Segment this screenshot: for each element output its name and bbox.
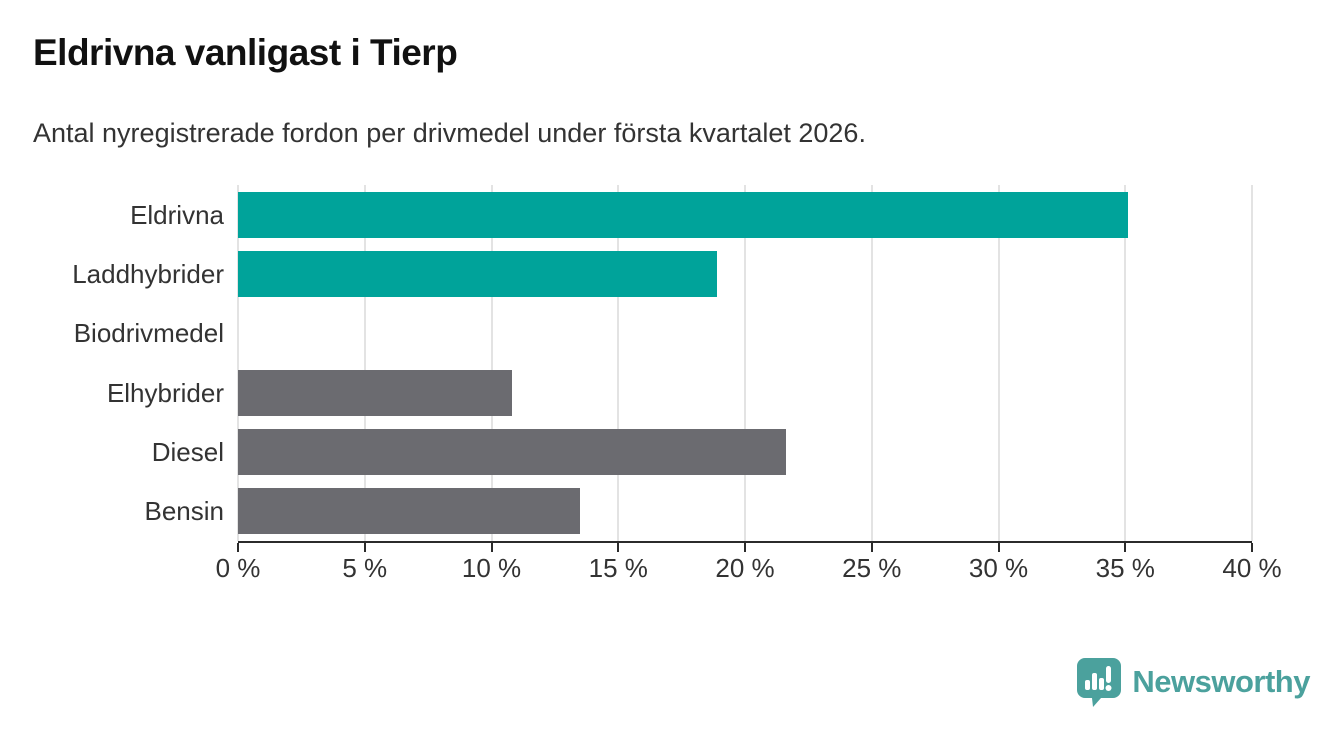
axis-tick [997,543,1000,552]
axis-tick-label: 25 % [842,553,902,583]
newsworthy-wordmark: Newsworthy [1132,664,1310,699]
gridline [617,185,620,541]
chart-title: Eldrivna vanligast i Tierp [33,32,458,73]
axis-tick-label: 30 % [968,553,1029,583]
bar [238,251,718,297]
category-label: Laddhybrider [72,259,224,289]
axis-tick-label: 20 % [715,553,775,583]
axis-tick-label: 40 % [1222,553,1282,583]
gridline [363,185,366,541]
axis-tick-label: 15 % [588,553,648,583]
gridline [1124,185,1127,541]
axis-tick [744,543,746,552]
axis-tick [870,543,873,552]
axis-tick-label: 5 % [342,553,388,583]
axis-tick-label: 10 % [461,553,522,583]
axis-tick-label: 35 % [1095,553,1155,583]
bar [238,429,786,475]
gridline [870,185,873,541]
category-label: Elhybrider [106,377,224,408]
bar-chart: Eldrivna Laddhybrider Biodrivmedel Elhybrid… [0,185,1340,585]
bar [238,191,1128,238]
plot-area [237,185,1253,552]
axis-tick [237,543,239,552]
axis-tick [1251,543,1253,552]
newsworthy-logo: Newsworthy [1076,657,1310,707]
category-label: Bensin [144,496,225,527]
bar-chart-speech-bubble-icon [1077,658,1122,707]
bar [238,488,581,535]
axis-tick-label: 0 % [215,553,261,583]
axis-tick [1124,543,1127,552]
gridline [744,185,746,541]
axis-tick [617,543,620,552]
gridline [1251,185,1253,541]
bar [238,369,512,416]
gridline [997,185,1000,541]
gridline [490,185,493,541]
category-label: Biodrivmedel [73,318,224,349]
category-label: Eldrivna [130,199,224,230]
category-label: Diesel [151,437,224,467]
chart-subtitle: Antal nyregistrerade fordon per drivmede… [33,118,866,148]
gridline [237,185,239,541]
axis-tick [363,543,366,552]
axis-tick [490,543,493,552]
